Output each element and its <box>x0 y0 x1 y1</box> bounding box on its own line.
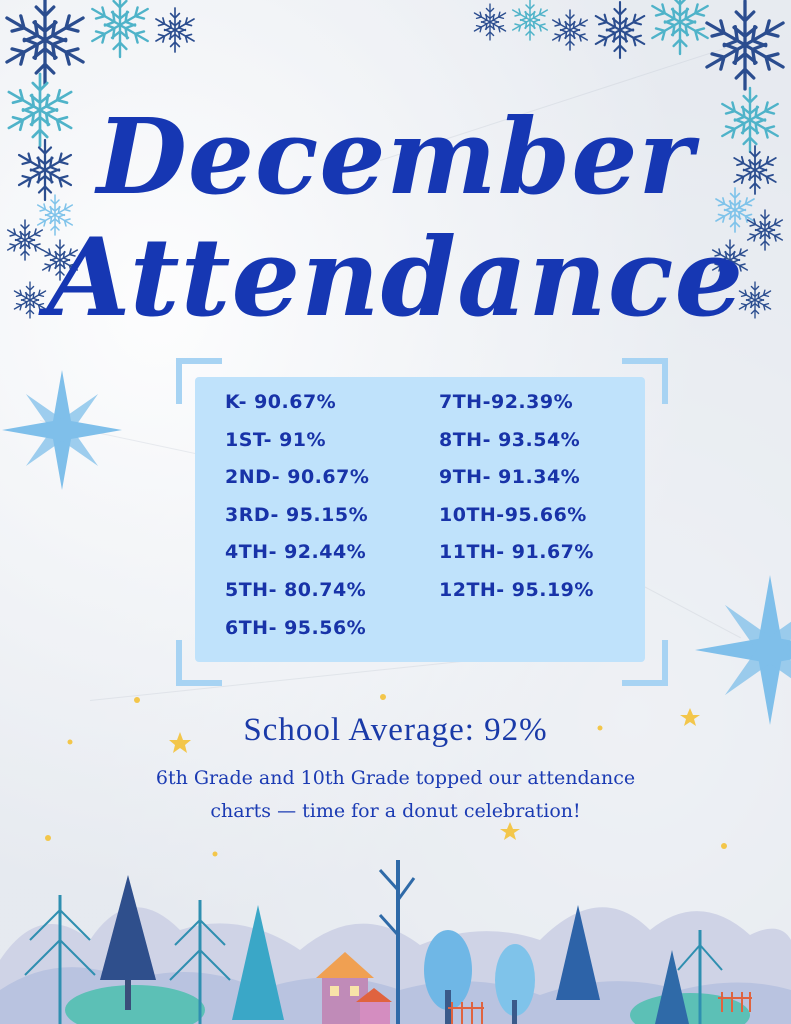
note-line-1: 6th Grade and 10th Grade topped our atte… <box>155 767 636 789</box>
grade-7th: 7TH-92.39% <box>439 391 574 413</box>
title-line-1: December <box>96 95 695 218</box>
grade-k: K- 90.67% <box>225 391 337 413</box>
grade-3rd: 3RD- 95.15% <box>225 504 369 526</box>
grade-4th: 4TH- 92.44% <box>225 541 367 563</box>
note-line-2: charts — time for a donut celebration! <box>210 800 581 822</box>
school-average: School Average: 92% <box>243 712 548 748</box>
grade-9th: 9TH- 91.34% <box>439 466 581 488</box>
house-icon <box>316 952 392 1024</box>
attendance-panel: K- 90.67% 1ST- 91% 2ND- 90.67% 3RD- 95.1… <box>195 377 645 662</box>
title-line-2: Attendance <box>46 215 745 341</box>
frame-corner <box>176 358 222 404</box>
grade-11th: 11TH- 91.67% <box>439 541 594 563</box>
frame-corner <box>622 640 668 686</box>
star-icon <box>45 694 727 857</box>
grade-6th: 6TH- 95.56% <box>225 617 367 639</box>
tree-icon <box>24 860 723 1024</box>
grade-5th: 5TH- 80.74% <box>225 579 367 601</box>
frame-corner <box>622 358 668 404</box>
stars-and-moon <box>45 694 727 857</box>
grade-12th: 12TH- 95.19% <box>439 579 594 601</box>
winter-scene <box>0 860 791 1024</box>
grade-1st: 1ST- 91% <box>225 429 327 451</box>
frame-corner <box>176 640 222 686</box>
grade-10th: 10TH-95.66% <box>439 504 587 526</box>
snowflake-icon <box>0 365 130 495</box>
grade-8th: 8TH- 93.54% <box>439 429 581 451</box>
grade-2nd: 2ND- 90.67% <box>225 466 370 488</box>
